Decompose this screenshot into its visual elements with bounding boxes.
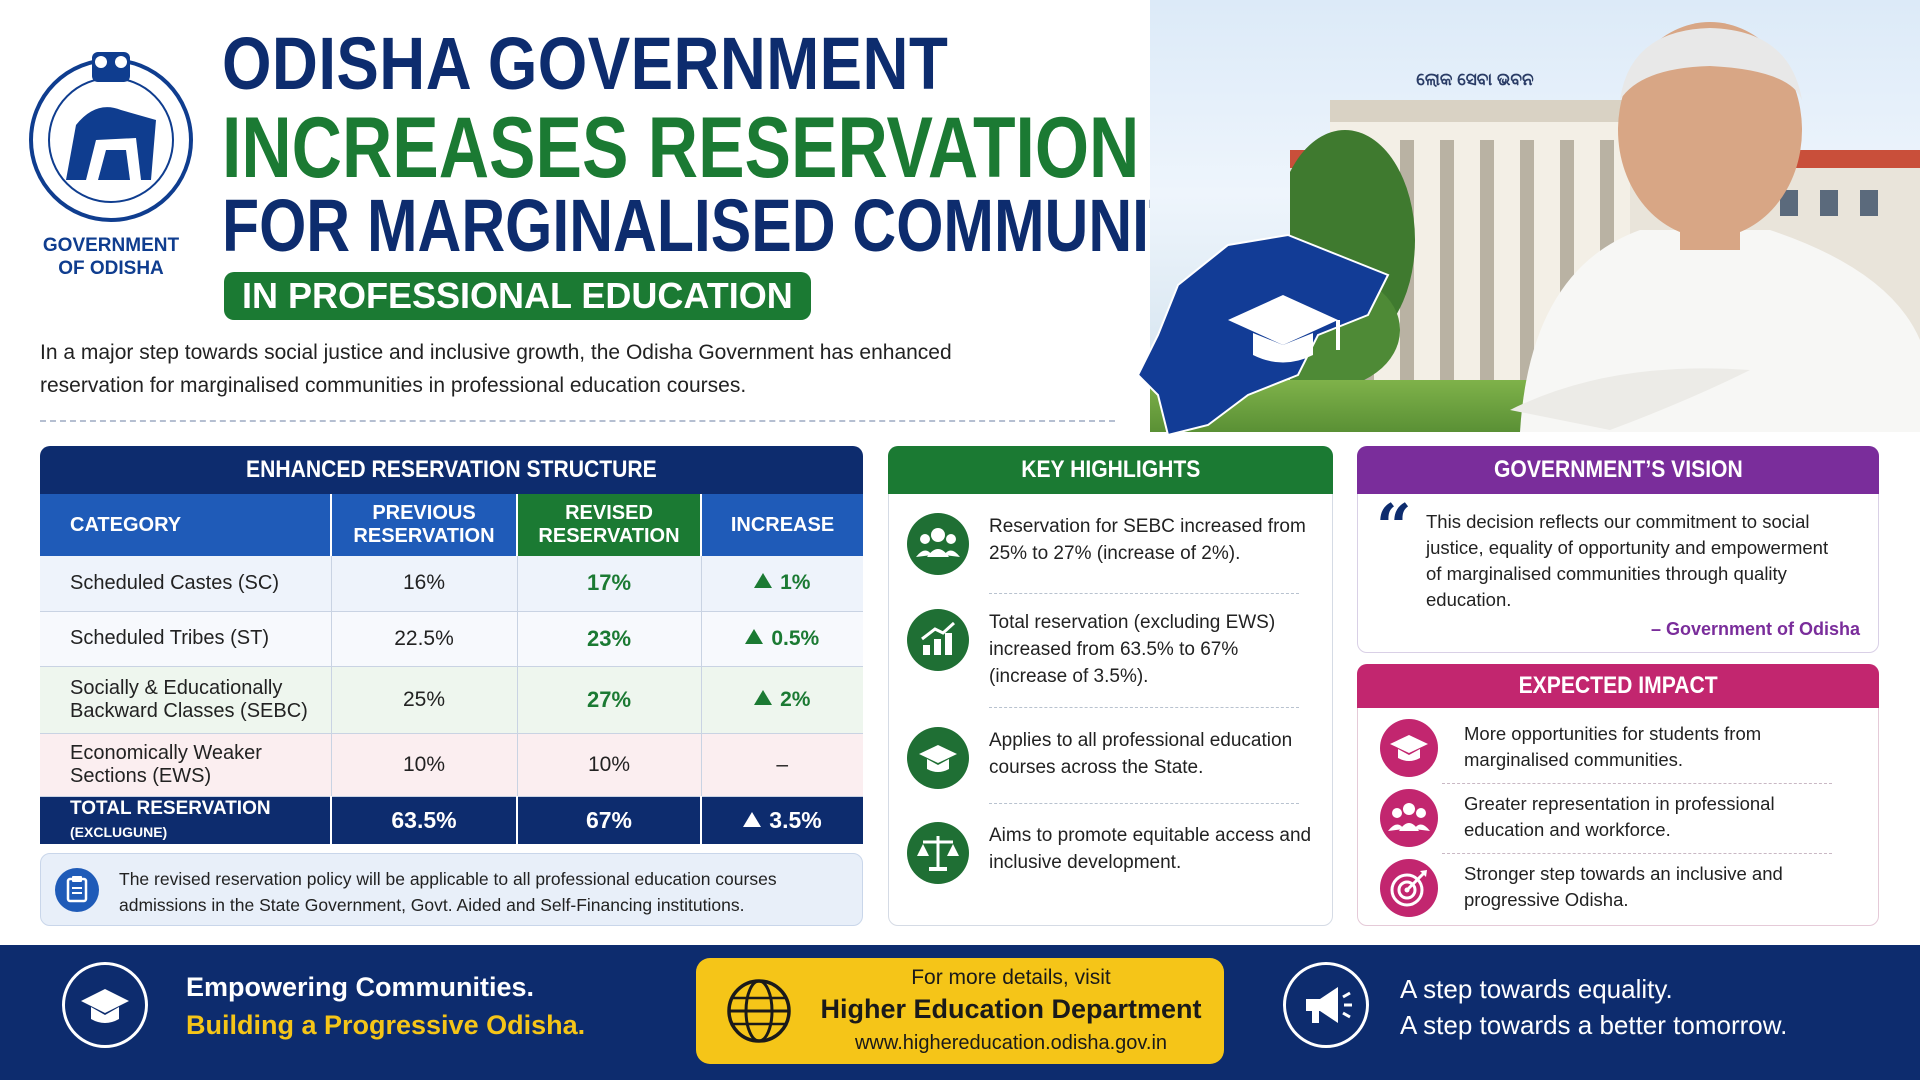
cell-category: Scheduled Castes (SC) (40, 556, 332, 612)
increase-value: 2% (780, 687, 811, 711)
chief-minister-portrait (1510, 22, 1920, 432)
headline-line2: INCREASES RESERVATION (222, 100, 1140, 196)
headline-pill: IN PROFESSIONAL EDUCATION (224, 272, 811, 320)
impact-text: More opportunities for students from mar… (1464, 723, 1762, 770)
total-revised: 67% (517, 796, 702, 844)
col-revised: REVISED RESERVATION (517, 494, 702, 556)
scales-icon (907, 822, 969, 884)
highlight-divider (989, 803, 1299, 804)
table-row: Scheduled Castes (SC) 16% 17% 1% (40, 556, 863, 612)
cell-revised: 27% (517, 666, 702, 734)
key-highlights-heading: KEY HIGHLIGHTS (888, 446, 1333, 494)
col-previous: PREVIOUS RESERVATION (331, 494, 518, 556)
impact-divider (1442, 783, 1832, 784)
total-increase: 3.5% (701, 796, 863, 844)
graduation-cap-icon (907, 727, 969, 789)
highlight-text: Reservation for SEBC increased from 25% … (989, 516, 1306, 564)
cell-increase: 0.5% (701, 611, 863, 667)
cell-category: Socially & Educationally Backward Classe… (40, 666, 332, 734)
footer-tagline-line1: A step towards equality. (1400, 974, 1673, 1004)
total-previous: 63.5% (331, 796, 518, 844)
reservation-table-heading: ENHANCED RESERVATION STRUCTURE (40, 446, 863, 494)
vision-attribution: – Government of Odisha (1650, 619, 1860, 639)
cell-previous: 16% (331, 556, 518, 612)
government-vision-panel: GOVERNMENT’S VISION “ This decision refl… (1357, 446, 1879, 653)
intro-paragraph: In a major step towards social justice a… (40, 341, 952, 397)
up-arrow-icon (743, 811, 762, 827)
cell-revised: 17% (517, 556, 702, 612)
up-arrow-icon (745, 628, 764, 644)
reservation-table-panel: ENHANCED RESERVATION STRUCTURE CATEGORY … (40, 446, 863, 844)
community-icon (907, 513, 969, 575)
clipboard-icon (55, 868, 99, 912)
cell-increase: 2% (701, 666, 863, 734)
table-row: Socially & Educationally Backward Classe… (40, 666, 863, 734)
cell-previous: 25% (331, 666, 518, 734)
cell-revised: 10% (517, 733, 702, 797)
policy-note: The revised reservation policy will be a… (40, 853, 863, 926)
table-total-row: TOTAL RESERVATION (EXCLUGUNE) 63.5% 67% … (40, 796, 863, 844)
government-vision-heading: GOVERNMENT’S VISION (1357, 446, 1879, 494)
cell-category: Scheduled Tribes (ST) (40, 611, 332, 667)
department-website-link[interactable]: www.highereducation.odisha.gov.in (854, 1032, 1168, 1054)
growth-chart-icon (907, 609, 969, 671)
key-highlights-panel: KEY HIGHLIGHTS Reservation for SEBC incr… (888, 446, 1333, 926)
headline-line3: FOR MARGINALISED COMMUNITIES (222, 184, 1284, 267)
headline-line1: ODISHA GOVERNMENT (222, 22, 949, 105)
odisha-map (1138, 233, 1390, 435)
cell-increase: – (701, 733, 863, 797)
reservation-table: CATEGORY PREVIOUS RESERVATION REVISED RE… (40, 494, 863, 844)
section-divider (40, 420, 1115, 422)
megaphone-icon (1283, 962, 1369, 1048)
table-row: Scheduled Tribes (ST) 22.5% 23% 0.5% (40, 611, 863, 667)
graduation-cap-icon (62, 962, 148, 1048)
quote-icon: “ (1376, 490, 1412, 563)
building-sign: ଲୋକ ସେବା ଭବନ (1416, 70, 1534, 89)
highlight-text: Total reservation (excluding EWS) increa… (989, 612, 1276, 687)
emblem-caption: GOVERNMENT OF ODISHA (20, 234, 202, 280)
highlight-text: Aims to promote equitable access and inc… (989, 825, 1312, 873)
cell-category: Economically Weaker Sections (EWS) (40, 733, 332, 797)
footer-slogan-line1: Empowering Communities. (186, 972, 535, 1002)
department-name: Higher Education Department (820, 994, 1202, 1024)
highlight-text: Applies to all professional education co… (989, 730, 1293, 778)
impact-text: Stronger step towards an inclusive and p… (1464, 863, 1783, 910)
col-category: CATEGORY (40, 494, 332, 556)
up-arrow-icon (754, 689, 773, 705)
increase-value: 1% (780, 571, 811, 595)
footer-tagline-line2: A step towards a better tomorrow. (1400, 1010, 1788, 1040)
highlight-divider (989, 593, 1299, 594)
footer-slogan-line2: Building a Progressive Odisha. (186, 1010, 586, 1040)
emblem-caption-line2: OF ODISHA (58, 258, 164, 279)
expected-impact-panel: EXPECTED IMPACT More opportunities for s… (1357, 664, 1879, 926)
government-emblem-logo (29, 52, 193, 222)
globe-icon (724, 976, 794, 1051)
expected-impact-heading: EXPECTED IMPACT (1357, 664, 1879, 708)
col-increase: INCREASE (701, 494, 863, 556)
cell-increase: 1% (701, 556, 863, 612)
highlight-divider (989, 707, 1299, 708)
impact-text: Greater representation in professional e… (1464, 793, 1775, 840)
more-details-label: For more details, visit (911, 966, 1111, 989)
increase-value: 0.5% (771, 626, 820, 650)
cell-revised: 23% (517, 611, 702, 667)
cell-previous: 22.5% (331, 611, 518, 667)
policy-note-text: The revised reservation policy will be a… (119, 869, 777, 915)
vision-quote: This decision reflects our commitment to… (1426, 511, 1829, 610)
up-arrow-icon (754, 573, 773, 589)
emblem-caption-line1: GOVERNMENT (42, 235, 180, 256)
more-details-box[interactable]: For more details, visit Higher Education… (696, 958, 1224, 1064)
total-label: TOTAL RESERVATION (EXCLUGUNE) (40, 796, 332, 844)
group-icon (1380, 789, 1438, 847)
target-icon (1380, 859, 1438, 917)
table-header-row: CATEGORY PREVIOUS RESERVATION REVISED RE… (40, 494, 863, 556)
graduation-cap-icon (1380, 719, 1438, 777)
total-label-suffix: (EXCLUGUNE) (70, 823, 168, 840)
impact-divider (1442, 853, 1832, 854)
table-row: Economically Weaker Sections (EWS) 10% 1… (40, 733, 863, 797)
cell-previous: 10% (331, 733, 518, 797)
